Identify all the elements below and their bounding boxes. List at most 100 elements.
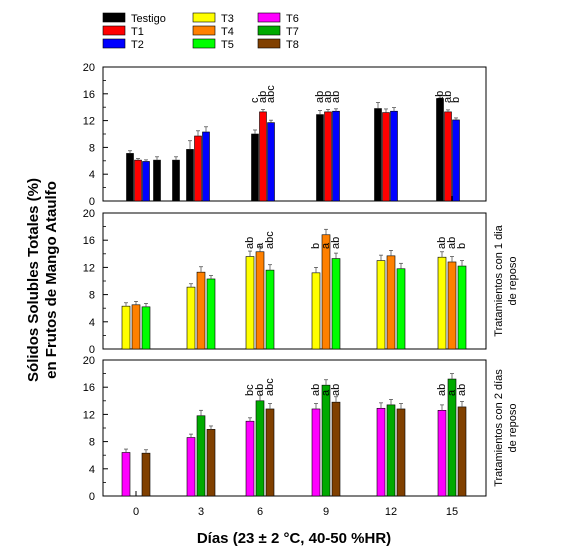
y-tick-label: 16 — [83, 382, 95, 394]
y-tick-label: 20 — [83, 62, 95, 74]
panel-side-label: Tratamientos con 2 días — [493, 369, 505, 487]
bar-t3 — [311, 272, 321, 350]
bar-testigo — [316, 114, 324, 202]
bar-t3 — [186, 286, 196, 350]
bar-t7 — [255, 400, 265, 497]
significance-letter: ab — [254, 384, 266, 396]
significance-letter: ab — [244, 237, 256, 249]
significance-letter: ab — [257, 91, 269, 103]
legend-swatch — [257, 38, 281, 49]
bar-testigo — [126, 153, 134, 202]
significance-letter: b — [456, 243, 468, 249]
significance-letter: ab — [434, 91, 446, 103]
legend-label: T3 — [221, 13, 234, 25]
bar-t8 — [206, 429, 216, 497]
bar-t8 — [457, 406, 467, 497]
bar-t4 — [321, 234, 331, 350]
panel-frame — [102, 212, 487, 350]
significance-letter: ab — [330, 384, 342, 396]
bar-t6 — [437, 410, 447, 497]
significance-letter: ab — [310, 384, 322, 396]
significance-letter: ab — [314, 91, 326, 103]
legend-label: T1 — [131, 26, 144, 38]
significance-letter: bc — [244, 384, 256, 396]
x-tick-label: 3 — [198, 506, 204, 518]
y-tick-label: 0 — [89, 491, 95, 503]
significance-letter: ab — [436, 237, 448, 249]
bar-t8 — [396, 408, 406, 497]
x-tick-label: 6 — [257, 506, 263, 518]
significance-letter: c — [249, 97, 261, 103]
bar-t7 — [321, 384, 331, 497]
bar-t5 — [396, 268, 406, 350]
significance-letter: ab — [330, 237, 342, 249]
bar-t5 — [331, 258, 341, 350]
y-tick-label: 16 — [83, 89, 95, 101]
significance-letter: a — [254, 242, 266, 249]
y-tick-label: 8 — [89, 290, 95, 302]
legend-swatch — [102, 38, 126, 49]
significance-letter: b — [310, 243, 322, 249]
bar-t1 — [324, 111, 332, 202]
bar-t8 — [265, 408, 275, 497]
y-tick-label: 12 — [83, 409, 95, 421]
bar-t1 — [444, 111, 452, 202]
bar-t7 — [386, 404, 396, 497]
bar-t6 — [311, 408, 321, 497]
bar-testigo — [251, 133, 259, 202]
significance-letter: a — [320, 389, 332, 396]
y-tick-label: 20 — [83, 355, 95, 367]
significance-letter: a — [320, 242, 332, 249]
bar-t3 — [437, 256, 447, 350]
significance-letter: ab — [330, 91, 342, 103]
bar-t6 — [245, 420, 255, 497]
bar-testigo — [186, 149, 194, 202]
y-axis-label-line1: Sólidos Solubles Totales (%) — [25, 178, 42, 382]
legend-label: Testigo — [131, 13, 166, 25]
bar-t2 — [142, 161, 150, 202]
y-tick-label: 16 — [83, 235, 95, 247]
legend-swatch — [192, 38, 216, 49]
bar-t4 — [131, 304, 141, 350]
legend-swatch — [257, 12, 281, 23]
legend-label: T4 — [221, 26, 234, 38]
significance-letter: a — [446, 389, 458, 396]
bar-t7 — [196, 415, 206, 497]
y-tick-label: 4 — [89, 317, 95, 329]
bar-testigo — [436, 98, 444, 202]
bar-t6 — [376, 407, 386, 497]
significance-letter: ab — [442, 91, 454, 103]
bar-t8 — [331, 401, 341, 497]
significance-letter: ab — [322, 91, 334, 103]
legend-swatch — [102, 12, 126, 23]
significance-letter: abc — [265, 85, 277, 103]
panel-frame — [102, 359, 487, 497]
y-tick-label: 12 — [83, 116, 95, 128]
legend-swatch — [192, 25, 216, 36]
panel-side-label: de reposo — [507, 404, 519, 453]
bar-t1 — [134, 159, 142, 202]
bar-t2 — [267, 122, 275, 202]
significance-letter: ab — [446, 237, 458, 249]
bar-t8 — [141, 452, 151, 497]
legend-label: T8 — [286, 39, 299, 51]
legend-swatch — [257, 25, 281, 36]
x-axis-label: Días (23 ± 2 °C, 40-50 %HR) — [197, 530, 391, 547]
bar-t2 — [332, 110, 340, 202]
legend-label: T5 — [221, 39, 234, 51]
legend-label: T2 — [131, 39, 144, 51]
bar-t5 — [206, 278, 216, 350]
bar-t3 — [121, 305, 131, 350]
y-tick-label: 8 — [89, 142, 95, 154]
bar-t2 — [390, 110, 398, 202]
significance-letter: ab — [436, 384, 448, 396]
x-tick-label: 0 — [133, 506, 139, 518]
bar-t1 — [382, 112, 390, 202]
panel-side-label: de reposo — [507, 257, 519, 306]
